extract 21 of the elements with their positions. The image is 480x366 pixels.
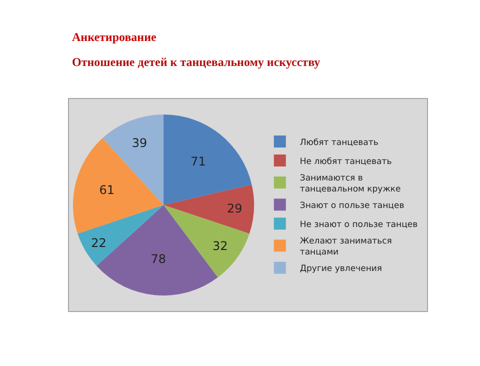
data-label: 32 [212, 238, 228, 253]
data-label: 39 [132, 136, 148, 150]
legend-label: Знают о пользе танцев [300, 200, 404, 211]
data-label: 61 [99, 183, 114, 198]
pie-slice [164, 114, 252, 205]
data-label: 71 [190, 154, 206, 168]
data-label: 78 [150, 252, 166, 266]
data-label: 29 [227, 201, 242, 216]
pie-slice [78, 205, 164, 266]
pie-slice [164, 205, 250, 278]
data-label: 22 [91, 236, 106, 250]
pie-slice [73, 138, 164, 234]
legend-label: Не знают о пользе танцев [300, 220, 418, 230]
legend-label: Другие увлечения [300, 264, 382, 274]
pie-slice [164, 184, 254, 234]
legend-label: Не любят танцевать [300, 156, 392, 167]
legend-label: Желают заниматься танцами [300, 236, 392, 258]
chart-subtitle: Отношение детей к танцевальному искусству [72, 55, 320, 70]
chart-title: Анкетирование [72, 30, 156, 45]
legend-label: Занимаются в танцевальном кружке [300, 173, 401, 194]
legend-label: Любят танцевать [300, 138, 378, 148]
